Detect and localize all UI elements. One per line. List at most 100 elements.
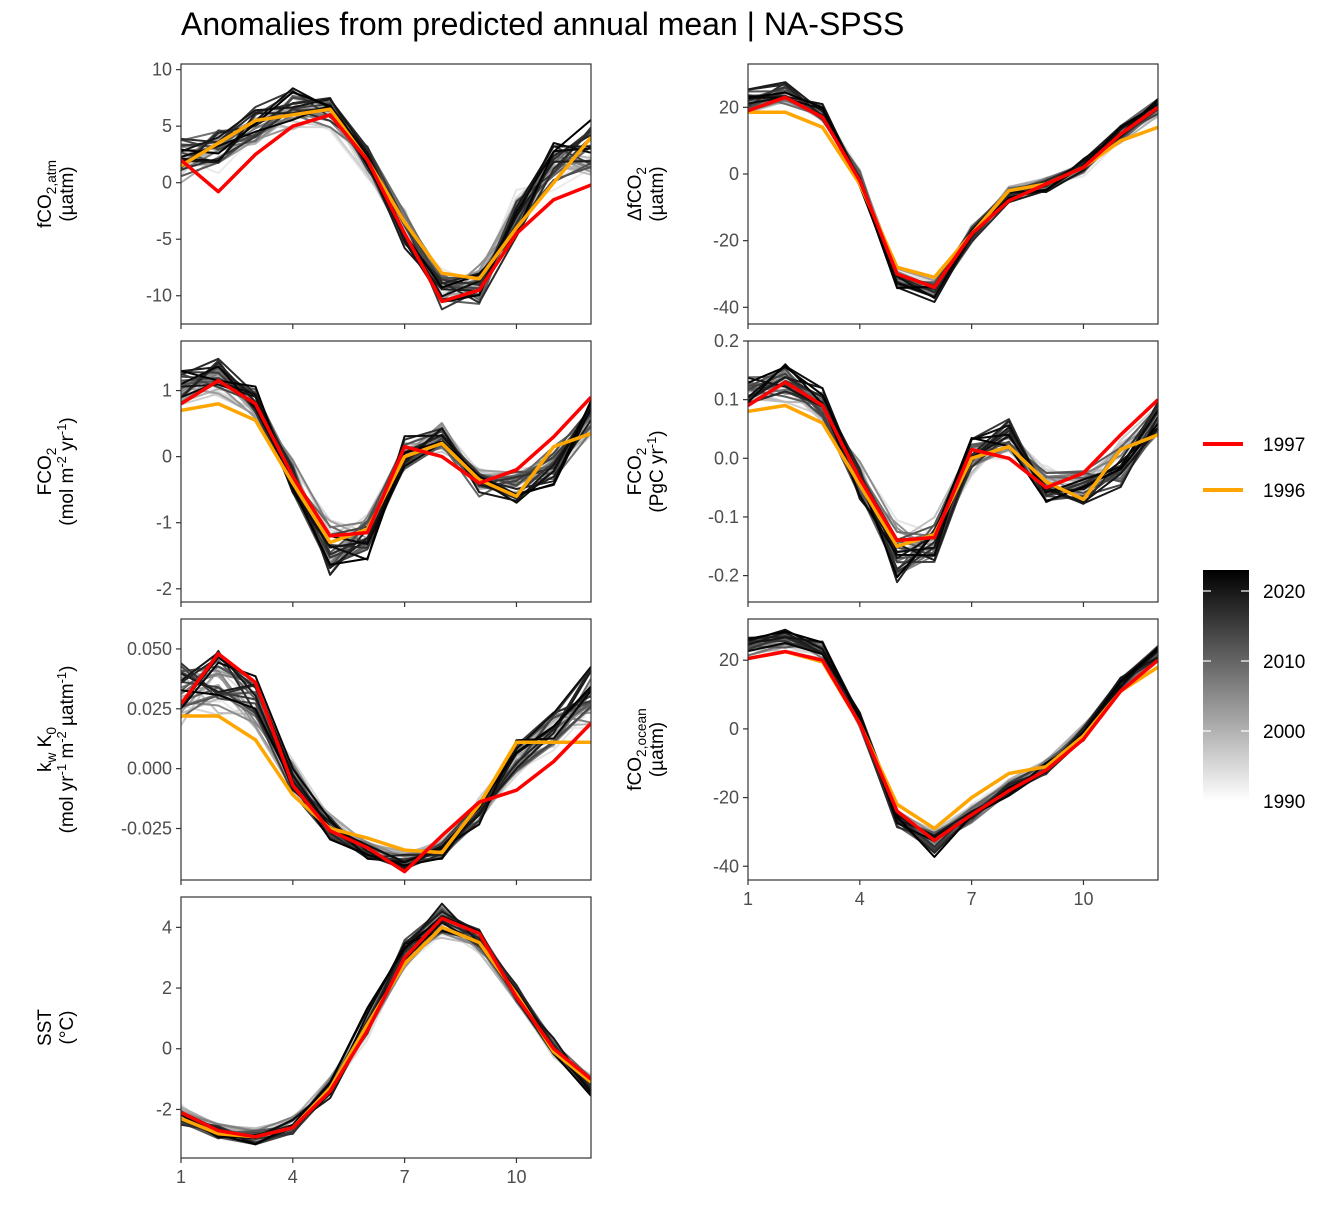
year-line-2018 (181, 919, 591, 1145)
year-line-2011 (181, 931, 591, 1140)
year-line-2001 (748, 645, 1158, 839)
y-tick-label: 0 (729, 164, 739, 184)
year-line-2015 (181, 921, 591, 1144)
colorbar (1203, 570, 1249, 801)
x-tick-label: 4 (288, 1167, 298, 1187)
year-line-1996 (748, 635, 1158, 835)
year-line-2012 (181, 908, 591, 1146)
series-line-1997 (181, 113, 591, 304)
series-line-1997 (181, 651, 591, 874)
y-tick-label: -5 (156, 229, 172, 249)
series-line-1996 (748, 649, 1158, 831)
year-line-2009 (748, 637, 1158, 840)
plot-area (181, 649, 591, 874)
y-tick-label: -0.1 (708, 507, 739, 527)
year-line-2019 (181, 910, 591, 1138)
year-line-2023 (181, 915, 591, 1146)
panel-border (180, 340, 592, 603)
y-axis-label: FCO2​(mol m-2​ yr-1​) (35, 417, 78, 525)
y-axis-label-line: (µatm) (647, 166, 668, 221)
year-line-2020 (181, 902, 591, 1145)
colorbar-label-2020: 2020 (1263, 582, 1305, 603)
y-tick-label: 20 (719, 97, 739, 117)
panel-border (180, 896, 592, 1159)
y-axis-label-line: (µatm) (647, 722, 668, 777)
year-line-2017 (748, 635, 1158, 841)
y-tick-label: 0.000 (127, 759, 172, 779)
y-axis-label: fCO2,ocean​(µatm) (625, 708, 668, 790)
year-line-2006 (181, 911, 591, 1142)
year-line-2002 (181, 931, 591, 1138)
panel-border (747, 340, 1159, 603)
x-tick-label: 4 (855, 889, 865, 909)
year-line-1997 (181, 913, 591, 1135)
y-tick-label: 0 (162, 447, 172, 467)
panel-fco2_flux_area: -2 -1 0 1 FCO2​(mol m-2​ yr-1​) (35, 340, 592, 607)
year-line-1993 (748, 644, 1158, 830)
panel-border (180, 63, 592, 325)
year-line-2017 (181, 914, 591, 1138)
y-axis-label: ΔfCO2​(µatm) (625, 166, 668, 221)
y-axis-label-line: fCO2,ocean​ (625, 708, 649, 790)
panel-fco2_atm: -10 -5 0 5 10 fCO2,atm​(µatm) (35, 60, 592, 329)
year-line-2021 (181, 921, 591, 1140)
y-tick-label: 0.050 (127, 639, 172, 659)
year-line-2001 (181, 923, 591, 1132)
year-line-2013 (181, 372, 591, 536)
year-line-2011 (748, 640, 1158, 834)
year-line-1995 (748, 646, 1158, 832)
y-tick-label: 10 (152, 60, 172, 80)
panel-border (747, 63, 1159, 325)
year-line-2014 (181, 909, 591, 1146)
year-line-2023 (748, 630, 1158, 858)
year-line-2002 (748, 637, 1158, 835)
year-line-1991 (181, 932, 591, 1134)
year-line-2019 (748, 631, 1158, 839)
x-tick-label: 1 (176, 1167, 186, 1187)
y-tick-label: 0.025 (127, 699, 172, 719)
y-axis-label-line: (PgC yr-1​) (644, 430, 668, 512)
series-line-1997 (748, 380, 1158, 543)
y-axis-label-line: (mol yr-1​ m-2​ µatm-1​) (54, 666, 78, 834)
year-line-2005 (748, 629, 1158, 844)
plot-area (748, 628, 1158, 858)
y-axis-label-line: (µatm) (57, 166, 78, 221)
plot-area (181, 357, 591, 576)
x-tick-label: 10 (506, 1167, 526, 1187)
legend-label-1997: 1997 (1263, 435, 1305, 456)
y-tick-label: 0 (162, 1039, 172, 1059)
y-tick-label: 0 (729, 719, 739, 739)
year-line-2000 (748, 636, 1158, 840)
y-axis-label-line: FCO2​ (35, 448, 59, 496)
year-line-2022 (748, 95, 1158, 299)
panel-fco2_flux_total: -0.2 -0.1 0.0 0.1 0.2 FCO2​(PgC yr-1​) (625, 331, 1159, 607)
y-tick-label: -2 (156, 1099, 172, 1119)
y-axis-label-line: fCO2,atm​ (35, 160, 59, 228)
colorbar-label-2000: 2000 (1263, 722, 1305, 743)
y-tick-label: 20 (719, 650, 739, 670)
series-line-1997 (748, 649, 1158, 843)
y-axis-label-line: (°C) (57, 1011, 78, 1045)
series-line-1996 (181, 714, 591, 855)
panel-border (180, 618, 592, 881)
panel-sst: -2 0 2 4 1 4 7 10 SST (°C) (35, 896, 592, 1187)
year-line-2020 (748, 95, 1158, 303)
y-axis-label-line: ΔfCO2​ (625, 167, 649, 221)
series-line-1997 (181, 916, 591, 1139)
year-line-1992 (748, 88, 1158, 283)
y-tick-label: -20 (713, 788, 739, 808)
year-line-2010 (181, 929, 591, 1135)
colorbar-label-1990: 1990 (1263, 792, 1305, 813)
year-line-2003 (181, 926, 591, 1145)
x-tick-label: 7 (400, 1167, 410, 1187)
year-line-2019 (181, 105, 591, 292)
x-tick-label: 7 (967, 889, 977, 909)
year-line-2013 (181, 929, 591, 1136)
plot-area (748, 81, 1158, 303)
year-line-2003 (748, 642, 1158, 835)
year-line-1998 (181, 683, 591, 863)
plot-area (181, 902, 591, 1146)
series-line-1996 (748, 110, 1158, 280)
y-tick-label: 0.1 (714, 390, 739, 410)
